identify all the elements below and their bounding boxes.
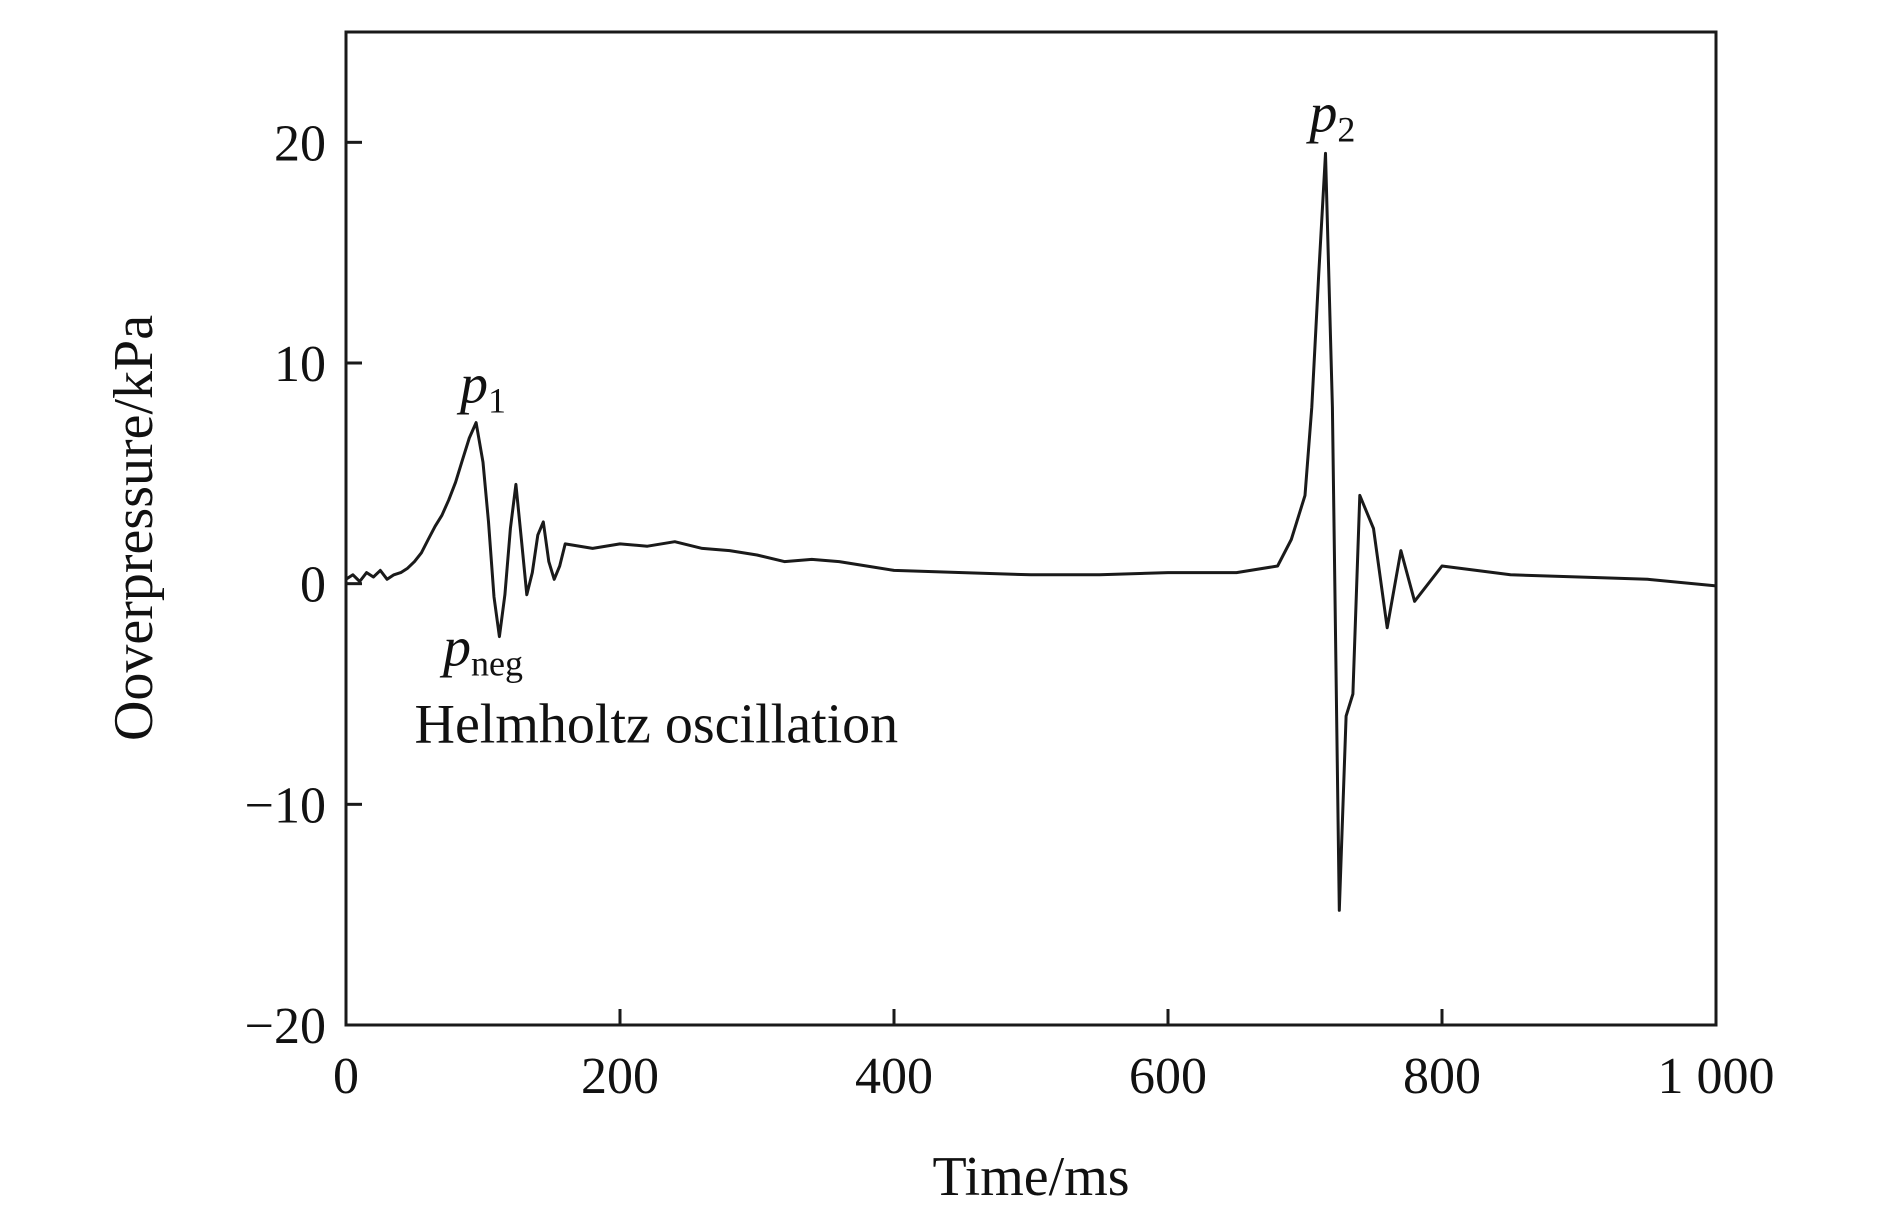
x-tick-label: 200 (581, 1048, 659, 1105)
annotations: p1 pneg p2 Helmholtz oscillation (415, 82, 1356, 755)
y-tick-label: −10 (245, 777, 326, 834)
series-line (345, 151, 1717, 912)
y-axis-title: Ooverpressure/kPa (103, 315, 165, 741)
plot-frame (344, 30, 1718, 1027)
y-tick-label: 20 (274, 115, 326, 172)
x-axis-title: Time/ms (932, 1146, 1129, 1208)
y-tick-label: 10 (274, 336, 326, 393)
y-tick-label: 0 (300, 557, 326, 614)
axis-ticks (344, 140, 1718, 1027)
x-tick-label: 1 000 (1658, 1048, 1775, 1105)
x-tick-label: 800 (1403, 1048, 1481, 1105)
peak-annotation: p1 (456, 354, 506, 421)
axis-tick-labels: 0 200 400 600 800 1 000 −20 −10 0 10 20 (245, 115, 1775, 1105)
x-tick-label: 400 (855, 1048, 933, 1105)
oscillation-annotation: Helmholtz oscillation (415, 694, 899, 756)
x-tick-label: 0 (333, 1048, 359, 1105)
y-tick-label: −20 (245, 998, 326, 1055)
x-tick-label: 600 (1129, 1048, 1207, 1105)
peak-annotation: pneg (439, 616, 523, 683)
peak-annotation: p2 (1305, 82, 1355, 149)
